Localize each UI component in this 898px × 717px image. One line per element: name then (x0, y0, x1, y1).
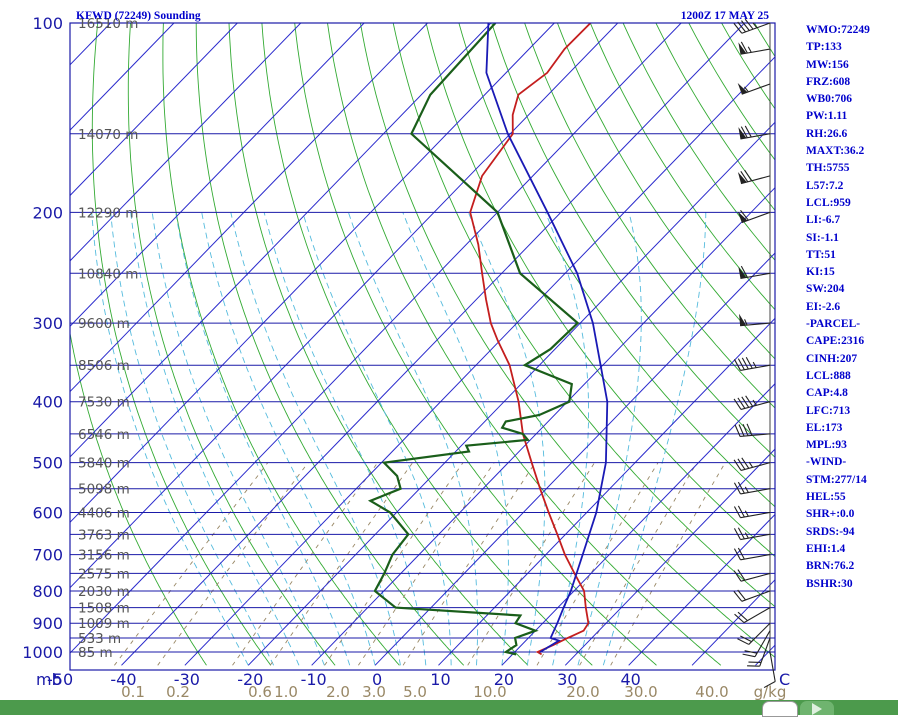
mixing-ratio-label: 0.2 (166, 683, 190, 701)
height-label: 9600 m (78, 316, 130, 332)
index-item: RH:26.6 (806, 126, 898, 143)
pressure-tick-label: 500 (32, 454, 63, 473)
index-item: TT:51 (806, 247, 898, 264)
height-label: 2575 m (78, 566, 130, 582)
mixing-ratio-label: 0.6 (248, 683, 272, 701)
index-item: HEL:55 (806, 489, 898, 506)
index-item: STM:277/14 (806, 472, 898, 489)
pressure-tick-label: 200 (32, 203, 63, 222)
height-label: 14070 m (78, 127, 138, 143)
height-label: 1009 m (78, 616, 130, 632)
height-label: 12290 m (78, 205, 138, 221)
index-item: EL:173 (806, 420, 898, 437)
index-item: CAP:4.8 (806, 385, 898, 402)
pressure-tick-label: 600 (32, 503, 63, 522)
index-item: TH:5755 (806, 160, 898, 177)
height-label: 8506 m (78, 358, 130, 374)
index-item: EHI:1.4 (806, 541, 898, 558)
temperature-tick-label: -50 (47, 670, 73, 689)
sounding-time: 1200Z 17 MAY 25 (681, 10, 770, 22)
index-item: SHR+:0.0 (806, 506, 898, 523)
height-label: 1508 m (78, 601, 130, 617)
index-item: CINH:207 (806, 351, 898, 368)
temperature-tick-label: 10 (430, 670, 450, 689)
pressure-tick-label: 1000 (22, 643, 63, 662)
index-item: CAPE:2316 (806, 333, 898, 350)
mixing-ratio-label: 10.0 (473, 683, 506, 701)
temperature-tick-label: -10 (301, 670, 327, 689)
mixing-ratio-label: 1.0 (274, 683, 298, 701)
height-label: 6546 m (78, 427, 130, 443)
pressure-tick-label: 100 (32, 14, 63, 33)
nav-controls (762, 701, 834, 715)
height-label: 10840 m (78, 266, 138, 282)
index-item: SW:204 (806, 281, 898, 298)
index-item: FRZ:608 (806, 74, 898, 91)
index-item: MPL:93 (806, 437, 898, 454)
index-item: -WIND- (806, 454, 898, 471)
mixing-ratio-label: 20.0 (566, 683, 599, 701)
index-item: BRN:76.2 (806, 558, 898, 575)
height-label: 4406 m (78, 505, 130, 521)
index-item: L57:7.2 (806, 178, 898, 195)
index-item: KI:15 (806, 264, 898, 281)
index-item: MAXT:36.2 (806, 143, 898, 160)
height-label: 5098 m (78, 482, 130, 498)
pressure-tick-label: 900 (32, 614, 63, 633)
mixing-ratio-label: 40.0 (695, 683, 728, 701)
height-label: 2030 m (78, 584, 130, 600)
index-item: PW:1.11 (806, 108, 898, 125)
index-item: LI:-6.7 (806, 212, 898, 229)
mixing-ratio-label: 2.0 (326, 683, 350, 701)
pressure-tick-label: 700 (32, 546, 63, 565)
index-item: MW:156 (806, 57, 898, 74)
height-label: 5840 m (78, 456, 130, 472)
index-item: LCL:959 (806, 195, 898, 212)
pressure-tick-label: 400 (32, 393, 63, 412)
index-item: WMO:72249 (806, 22, 898, 39)
chart-title: KFWD (72249) Sounding (76, 10, 201, 22)
index-item: EI:-2.6 (806, 299, 898, 316)
pressure-tick-label: 800 (32, 582, 63, 601)
index-item: SRDS:-94 (806, 524, 898, 541)
mixing-ratio-label: 5.0 (403, 683, 427, 701)
index-item: LCL:888 (806, 368, 898, 385)
index-item: SI:-1.1 (806, 230, 898, 247)
index-item: -PARCEL- (806, 316, 898, 333)
mixing-ratio-label: 30.0 (624, 683, 657, 701)
height-label: 85 m (78, 645, 113, 661)
height-label: 3763 m (78, 527, 130, 543)
mixing-ratio-label: 3.0 (362, 683, 386, 701)
pressure-tick-label: 300 (32, 314, 63, 333)
height-label: 7530 m (78, 395, 130, 411)
index-item: LFC:713 (806, 403, 898, 420)
nav-forward-icon[interactable] (800, 701, 834, 715)
index-item: TP:133 (806, 39, 898, 56)
mixing-ratio-label: g/kg (754, 683, 787, 701)
index-item: BSHR:30 (806, 576, 898, 593)
mixing-ratio-label: 0.1 (121, 683, 145, 701)
index-item: WB0:706 (806, 91, 898, 108)
height-label: 3156 m (78, 548, 130, 564)
